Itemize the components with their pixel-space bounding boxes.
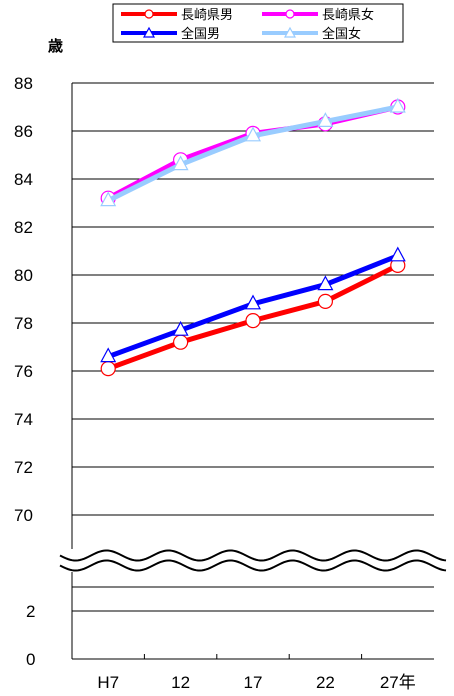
axis-break-wave [59, 559, 447, 572]
y-tick-label: 86 [14, 122, 33, 141]
axis-break-wave [59, 549, 447, 562]
data-point [172, 155, 189, 171]
series-line [107, 104, 399, 203]
legend-item-1: 長崎県女 [262, 7, 374, 23]
y-axis-unit-label: 歳 [48, 37, 63, 55]
data-point [244, 294, 262, 310]
x-tick-label: 27年 [380, 673, 416, 692]
y-tick-label: 88 [14, 74, 33, 93]
legend: 長崎県男 長崎県女 全国男 全国女 [112, 3, 404, 43]
data-point [245, 313, 261, 329]
data-point [317, 293, 333, 309]
data-point [244, 126, 262, 142]
legend-item-2: 全国男 [121, 26, 220, 42]
data-point [389, 246, 406, 262]
series-0 [100, 257, 406, 377]
legend-item-3: 全国女 [262, 26, 361, 42]
legend-label-1: 長崎県女 [322, 7, 374, 23]
data-point [317, 275, 334, 291]
data-point [172, 320, 189, 336]
data-point [100, 361, 116, 377]
legend-label-2: 全国男 [181, 26, 220, 42]
data-point [100, 191, 117, 207]
series-3 [100, 97, 406, 207]
data-point [317, 112, 334, 128]
y-tick-label: 72 [14, 458, 33, 477]
grid [72, 82, 434, 612]
x-tick-label: 17 [244, 673, 263, 692]
y-tick-label: 78 [14, 314, 33, 333]
data-point [100, 347, 117, 363]
legend-label-0: 長崎県男 [181, 8, 233, 23]
y-tick-label: 74 [14, 410, 33, 429]
legend-box [112, 3, 404, 43]
axis-break [58, 549, 450, 572]
legend-label-3: 全国女 [322, 26, 361, 42]
y-tick-label: 70 [14, 506, 33, 525]
x-tick-label: H7 [97, 673, 119, 692]
x-tick-labels: H7 12 17 22 27年 [97, 673, 415, 692]
x-tick-label: 22 [316, 673, 335, 692]
series-line [107, 104, 399, 201]
y-tick-labels: 70 72 74 76 78 80 82 84 86 88 0 2 [14, 74, 35, 669]
data-point [173, 334, 189, 350]
y-tick-label: 80 [14, 266, 33, 285]
data-point [389, 97, 406, 113]
y-tick-label: 2 [26, 602, 35, 621]
series-2 [100, 246, 406, 363]
legend-item-0: 長崎県男 [121, 8, 233, 23]
y-tick-label: 82 [14, 218, 33, 237]
y-tick-label: 76 [14, 362, 33, 381]
series-lines [100, 97, 406, 377]
y-tick-label: 0 [26, 650, 35, 669]
x-tick-label: 12 [171, 673, 190, 692]
y-tick-label: 84 [14, 170, 33, 189]
